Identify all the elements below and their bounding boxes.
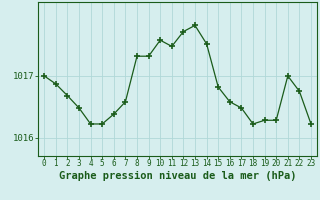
X-axis label: Graphe pression niveau de la mer (hPa): Graphe pression niveau de la mer (hPa) <box>59 171 296 181</box>
